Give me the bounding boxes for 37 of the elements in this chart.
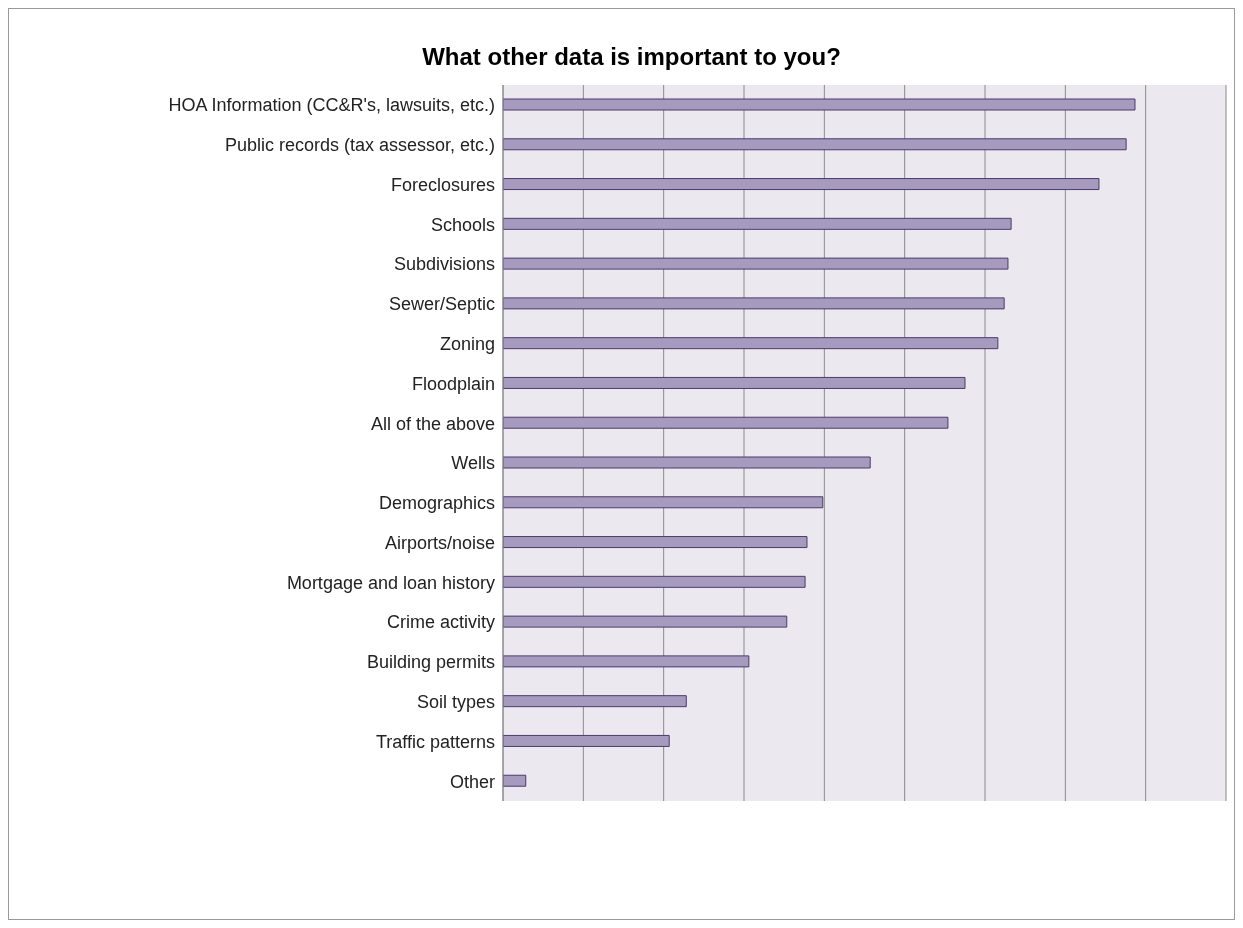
bar <box>503 337 999 350</box>
y-tick-label: Traffic patterns <box>375 731 495 752</box>
y-tick-label: Crime activity <box>386 612 495 633</box>
y-tick-label: All of the above <box>370 413 495 434</box>
y-tick-label: Sewer/Septic <box>388 294 495 315</box>
bar <box>503 98 1136 111</box>
y-tick-label: Zoning <box>439 333 495 354</box>
bar <box>503 615 788 628</box>
bar <box>503 734 670 747</box>
y-tick-label: Foreclosures <box>390 174 495 195</box>
chart-title: What other data is important to you? <box>421 43 842 71</box>
bar <box>503 774 527 787</box>
bar <box>503 496 824 509</box>
y-tick-label: Schools <box>430 214 495 235</box>
y-tick-label: Building permits <box>366 652 495 673</box>
y-tick-label: Floodplain <box>411 373 495 394</box>
bar <box>503 536 808 549</box>
bar <box>503 575 806 588</box>
bar <box>503 217 1012 230</box>
y-tick-label: Mortgage and loan history <box>286 572 495 593</box>
y-tick-label: Demographics <box>378 493 495 514</box>
y-tick-label: Other <box>449 771 495 792</box>
y-tick-label: Airports/noise <box>384 532 495 553</box>
bar <box>503 297 1005 310</box>
bar <box>503 376 966 389</box>
bar <box>503 695 687 708</box>
bar <box>503 138 1127 151</box>
y-tick-label: Public records (tax assessor, etc.) <box>224 135 495 156</box>
bar <box>503 456 871 469</box>
bar <box>503 257 1009 270</box>
y-tick-label: Soil types <box>416 691 495 712</box>
bar <box>503 416 949 429</box>
bar <box>503 655 750 668</box>
y-tick-label: Wells <box>451 453 495 474</box>
y-tick-label: HOA Information (CC&R's, lawsuits, etc.) <box>168 95 495 116</box>
bar <box>503 178 1100 191</box>
y-tick-label: Subdivisions <box>393 254 495 275</box>
